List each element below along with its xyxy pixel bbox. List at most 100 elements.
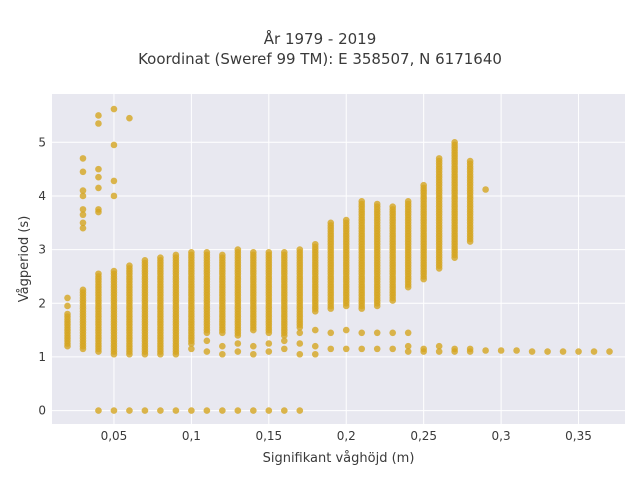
data-point [404, 348, 412, 355]
data-point [110, 105, 118, 113]
data-point [188, 248, 195, 256]
data-point [95, 165, 102, 173]
data-point [544, 348, 551, 355]
y-axis-label: Vågperiod (s) [17, 216, 32, 303]
data-point [110, 141, 118, 149]
data-point [219, 407, 226, 414]
data-point [389, 329, 397, 337]
y-tick-label: 2 [38, 296, 46, 310]
y-tick-label: 0 [38, 404, 46, 418]
data-point [606, 348, 613, 355]
data-point [95, 112, 102, 119]
data-point [311, 326, 319, 334]
data-point [435, 155, 443, 162]
data-point [79, 286, 87, 294]
data-point [466, 238, 474, 245]
data-point [342, 345, 350, 353]
data-point [342, 216, 350, 224]
data-point [141, 407, 149, 414]
data-point [435, 342, 443, 350]
x-tick-label: 0,15 [255, 429, 282, 443]
data-point [79, 219, 87, 227]
data-point [296, 329, 304, 337]
data-point [296, 246, 304, 253]
data-point [95, 120, 102, 127]
y-tick-label: 4 [38, 189, 46, 203]
x-tick-label: 0,2 [337, 429, 356, 443]
x-tick-label: 0,3 [492, 429, 511, 443]
data-point [404, 198, 412, 205]
data-point [373, 329, 381, 337]
data-point [219, 251, 226, 259]
data-point [64, 302, 71, 310]
data-point [250, 342, 257, 350]
data-point [296, 407, 304, 414]
y-tick-label: 1 [38, 350, 46, 364]
data-point [280, 248, 288, 256]
data-point [126, 262, 133, 270]
data-point [219, 350, 226, 358]
x-tick-label: 0,1 [182, 429, 201, 443]
data-point [234, 340, 242, 347]
data-point [110, 177, 118, 185]
data-point [451, 138, 458, 146]
data-point [110, 192, 118, 200]
data-point [203, 348, 211, 355]
data-point [265, 248, 273, 256]
y-tick-labels: 0 1 2 3 4 5 [38, 135, 46, 417]
data-point [126, 114, 133, 122]
data-point [358, 345, 366, 353]
data-point [435, 348, 443, 355]
data-point [188, 407, 195, 414]
data-point [451, 348, 458, 355]
data-point [219, 342, 226, 350]
data-point [358, 329, 366, 337]
data-point [327, 329, 335, 337]
data-point [575, 348, 582, 355]
data-point [373, 345, 381, 353]
data-point [311, 350, 319, 358]
data-point [172, 407, 180, 414]
data-point [404, 329, 412, 337]
data-point [79, 206, 87, 213]
data-point [311, 342, 319, 350]
data-point [327, 219, 335, 227]
data-point [296, 350, 304, 358]
data-points [64, 105, 613, 414]
y-tick-label: 5 [38, 135, 46, 149]
data-point [250, 350, 257, 358]
data-point [420, 348, 427, 355]
data-point [466, 157, 474, 165]
data-point [203, 407, 211, 414]
data-point [79, 224, 87, 232]
data-point [280, 407, 288, 414]
data-point [188, 345, 195, 353]
data-point [79, 211, 87, 219]
data-point [95, 173, 102, 181]
data-point [420, 181, 427, 189]
data-point [203, 337, 211, 345]
data-point [528, 348, 536, 355]
data-point [280, 337, 288, 345]
data-point [497, 347, 505, 354]
data-point [64, 310, 71, 318]
data-point [373, 200, 381, 208]
plot-area [52, 94, 625, 424]
data-point [280, 345, 288, 353]
chart-title-line-1: År 1979 - 2019 [263, 30, 377, 48]
data-point [513, 347, 520, 354]
data-point [110, 407, 118, 414]
x-axis-label: Signifikant våghöjd (m) [263, 451, 415, 466]
data-point [79, 187, 87, 194]
chart-title-line-2: Koordinat (Sweref 99 TM): E 358507, N 61… [138, 50, 502, 68]
data-point [110, 267, 118, 275]
data-point [265, 348, 273, 355]
data-point [559, 348, 567, 355]
data-point [358, 198, 366, 205]
data-point [404, 342, 412, 350]
data-point [482, 347, 489, 354]
data-point [79, 155, 87, 162]
data-point [265, 407, 273, 414]
x-tick-label: 0,35 [565, 429, 592, 443]
